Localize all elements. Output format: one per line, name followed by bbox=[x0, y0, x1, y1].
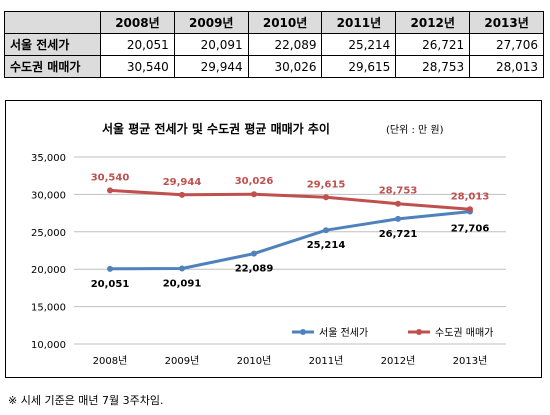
data-point bbox=[179, 191, 185, 198]
y-tick-label: 20,000 bbox=[31, 265, 66, 276]
y-tick-label: 10,000 bbox=[31, 340, 66, 351]
y-tick-label: 35,000 bbox=[31, 153, 66, 164]
y-tick-label: 30,000 bbox=[31, 190, 66, 201]
data-label: 25,214 bbox=[307, 240, 346, 251]
footnote: ※ 시세 기준은 매년 7월 3주차임. bbox=[8, 394, 164, 407]
table-cell: 26,721 bbox=[395, 33, 471, 56]
data-label: 26,721 bbox=[379, 229, 418, 240]
data-point bbox=[323, 227, 329, 234]
data-label: 20,051 bbox=[91, 279, 130, 290]
data-point bbox=[107, 187, 113, 194]
line-chart: 서울 평균 전세가 및 수도권 평균 매매가 추이 (단위 : 만 원) 10,00… bbox=[31, 121, 506, 367]
data-point bbox=[251, 250, 257, 257]
table-column-header: 2012년 bbox=[395, 11, 471, 34]
data-label: 28,753 bbox=[379, 186, 418, 197]
table-cell: 25,214 bbox=[321, 33, 397, 56]
y-tick-label: 25,000 bbox=[31, 228, 66, 239]
table-row: 서울 전세가 20,051 20,091 22,089 25,214 26,72… bbox=[4, 33, 544, 56]
table-column-header: 2008년 bbox=[100, 11, 175, 34]
series-line-0 bbox=[109, 210, 471, 271]
x-tick-label: 2013년 bbox=[453, 355, 488, 367]
table-column-header: 2009년 bbox=[173, 11, 249, 34]
data-label: 29,615 bbox=[307, 179, 346, 190]
data-point bbox=[107, 265, 113, 272]
row-label-seoul-jeonse: 서울 전세가 bbox=[4, 33, 101, 56]
table-row: 수도권 매매가 30,540 29,944 30,026 29,615 28,7… bbox=[4, 55, 544, 78]
legend-swatch-marker bbox=[300, 329, 306, 335]
table-cell: 30,026 bbox=[247, 55, 323, 78]
data-label: 27,706 bbox=[451, 224, 490, 235]
data-point bbox=[395, 215, 401, 222]
data-point bbox=[323, 194, 329, 201]
data-label: 22,089 bbox=[235, 264, 274, 275]
data-label: 20,091 bbox=[163, 279, 202, 290]
chart-subtitle: (단위 : 만 원) bbox=[386, 123, 444, 136]
x-tick-label: 2011년 bbox=[309, 355, 344, 367]
table-column-header: 2010년 bbox=[247, 11, 323, 34]
table-cell: 20,091 bbox=[173, 33, 249, 56]
data-table: 2008년 2009년 2010년 2011년 2012년 2013년 서울 전… bbox=[4, 11, 544, 78]
table-cell: 22,089 bbox=[247, 33, 323, 56]
table-corner-cell bbox=[4, 11, 101, 34]
table-cell: 28,753 bbox=[395, 55, 471, 78]
table-cell: 30,540 bbox=[100, 55, 175, 78]
legend-entry: 수도권 매매가 bbox=[435, 327, 493, 339]
series-line-1 bbox=[109, 188, 471, 211]
data-point bbox=[467, 206, 473, 213]
table-cell: 20,051 bbox=[100, 33, 175, 56]
table-cell: 27,706 bbox=[469, 33, 544, 56]
table-column-header: 2013년 bbox=[469, 11, 544, 34]
table-cell: 28,013 bbox=[469, 55, 544, 78]
data-label: 30,026 bbox=[235, 176, 274, 187]
x-tick-label: 2009년 bbox=[165, 355, 200, 367]
data-label: 30,540 bbox=[91, 172, 130, 183]
y-tick-label: 15,000 bbox=[31, 303, 66, 314]
data-label: 29,944 bbox=[163, 177, 202, 188]
x-tick-label: 2010년 bbox=[237, 355, 272, 367]
row-label-metro-sale: 수도권 매매가 bbox=[4, 55, 101, 78]
legend-entry: 서울 전세가 bbox=[319, 327, 368, 339]
chart-container: 서울 평균 전세가 및 수도권 평균 매매가 추이 (단위 : 만 원) 10,00… bbox=[5, 100, 542, 378]
table-column-header: 2011년 bbox=[321, 11, 397, 34]
table-cell: 29,944 bbox=[173, 55, 249, 78]
data-point bbox=[179, 265, 185, 272]
x-tick-label: 2008년 bbox=[93, 355, 128, 367]
table-header-row: 2008년 2009년 2010년 2011년 2012년 2013년 bbox=[4, 11, 544, 34]
data-point bbox=[395, 200, 401, 207]
x-tick-label: 2012년 bbox=[381, 355, 416, 367]
chart-title: 서울 평균 전세가 및 수도권 평균 매매가 추이 bbox=[102, 121, 330, 136]
legend-swatch-marker bbox=[416, 329, 422, 335]
data-label: 28,013 bbox=[451, 191, 490, 202]
table-cell: 29,615 bbox=[321, 55, 397, 78]
data-point bbox=[251, 191, 257, 198]
